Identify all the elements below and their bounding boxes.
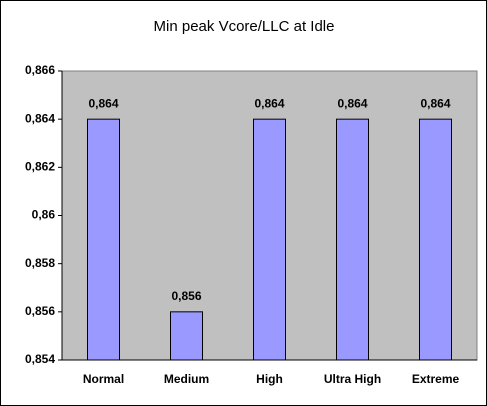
bar bbox=[87, 118, 120, 361]
data-label: 0,856 bbox=[171, 289, 201, 303]
y-tick-label: 0,86 bbox=[32, 208, 56, 222]
y-tick-label: 0,862 bbox=[25, 160, 55, 174]
x-tick-label: Extreme bbox=[412, 372, 460, 386]
y-tick-label: 0,866 bbox=[25, 63, 55, 77]
y-tick-label: 0,856 bbox=[25, 304, 55, 318]
x-tick-label: Ultra High bbox=[324, 372, 381, 386]
x-tick-label: Normal bbox=[83, 372, 124, 386]
data-label: 0,864 bbox=[88, 96, 118, 110]
y-tick-label: 0,854 bbox=[25, 352, 55, 366]
bar bbox=[170, 311, 203, 361]
data-label: 0,864 bbox=[420, 96, 450, 110]
data-label: 0,864 bbox=[254, 96, 284, 110]
bar bbox=[419, 118, 452, 361]
chart-title: Min peak Vcore/LLC at Idle bbox=[154, 18, 335, 35]
bar bbox=[336, 118, 369, 361]
x-tick-label: High bbox=[256, 372, 283, 386]
x-tick-label: Medium bbox=[164, 372, 209, 386]
data-label: 0,864 bbox=[337, 96, 367, 110]
y-tick-label: 0,858 bbox=[25, 256, 55, 270]
bar bbox=[253, 118, 286, 361]
y-tick-label: 0,864 bbox=[25, 111, 55, 125]
